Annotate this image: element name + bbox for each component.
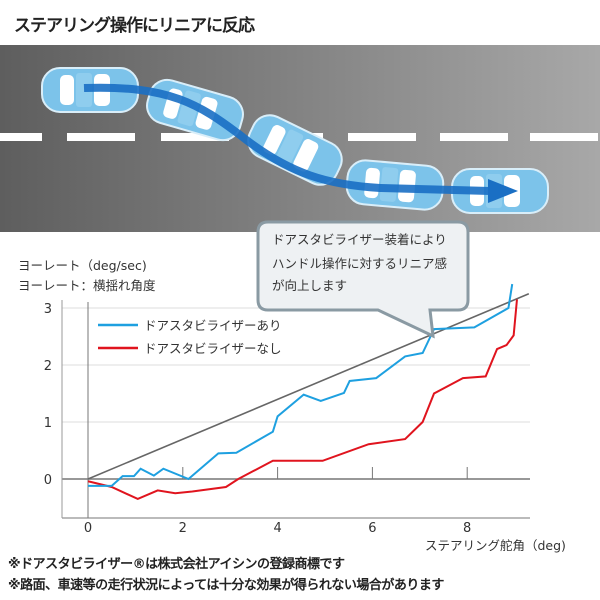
x-tick-label: 6 — [368, 521, 376, 536]
trajectory-arrow — [83, 83, 491, 195]
y-tick-label: 1 — [44, 416, 52, 431]
callout-line: ハンドル操作に対するリニア感 — [272, 256, 447, 271]
series-with-stabilizer — [88, 283, 514, 487]
x-tick-label: 4 — [273, 521, 281, 536]
y-tick-label: 3 — [44, 302, 52, 317]
linear-reference-line — [87, 293, 530, 480]
callout-bubble: ドアスタビライザー装着により ハンドル操作に対するリニア感 が向上します — [256, 220, 470, 339]
legend: ドアスタビライザーあり ドアスタビライザーなし — [98, 318, 282, 356]
y-tick-label: 2 — [44, 359, 52, 374]
arrow-head-icon — [488, 179, 518, 203]
y-tick-label: 0 — [44, 473, 52, 488]
y-axis-label: ヨーレート（deg/sec) — [18, 258, 147, 273]
footnote: ※路面、車速等の走行状況によっては十分な効果が得られない場合があります — [8, 578, 444, 593]
callout-line: ドアスタビライザー装着により — [272, 232, 447, 247]
x-tick-label: 2 — [179, 521, 187, 536]
footnote: ※ドアスタビライザー®は株式会社アイシンの登録商標です — [8, 557, 345, 572]
road-illustration — [0, 45, 600, 232]
page-title: ステアリング操作にリニアに反応 — [14, 16, 255, 36]
x-tick-label: 8 — [463, 521, 471, 536]
legend-label-without: ドアスタビライザーなし — [144, 341, 282, 356]
callout-line: が向上します — [272, 278, 347, 293]
x-tick-label: 0 — [84, 521, 92, 536]
x-axis-label: ステアリング舵角（deg) — [425, 538, 566, 553]
y-axis-note: ヨーレート：横揺れ角度 — [18, 278, 156, 293]
series-without-stabilizer — [87, 299, 518, 501]
legend-label-with: ドアスタビライザーあり — [144, 318, 282, 333]
